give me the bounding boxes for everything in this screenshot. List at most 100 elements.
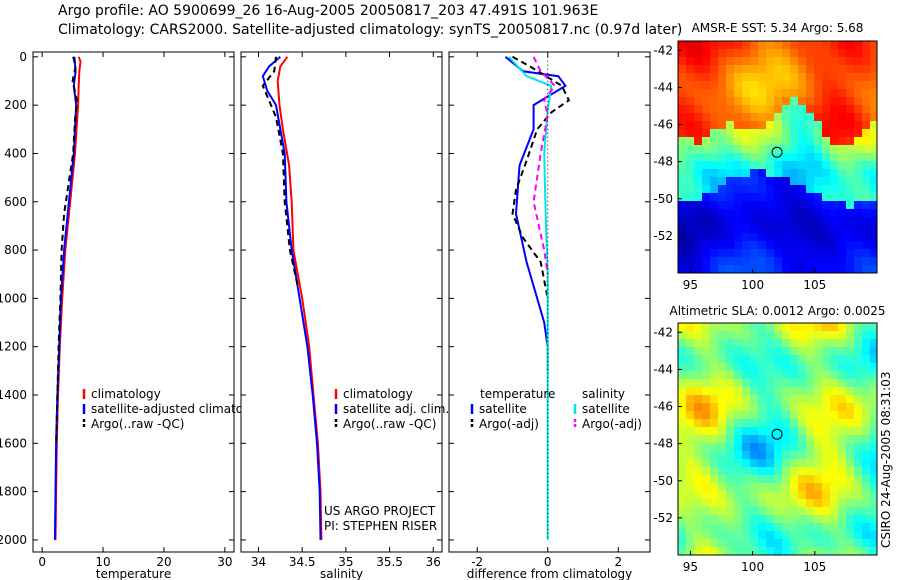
heatmap-cell <box>734 137 742 145</box>
heatmap-cell <box>814 217 822 225</box>
heatmap-cell <box>758 467 766 475</box>
heatmap-cell <box>830 467 838 475</box>
heatmap-cell <box>838 161 846 169</box>
heatmap-cell <box>702 257 710 265</box>
heatmap-cell <box>862 81 870 89</box>
heatmap-cell <box>782 403 790 411</box>
heatmap-cell <box>862 331 870 339</box>
heatmap-cell <box>870 443 877 451</box>
heatmap-cell <box>846 217 854 225</box>
heatmap-cell <box>710 57 718 65</box>
heatmap-cell <box>734 153 742 161</box>
heatmap-cell <box>686 499 694 507</box>
heatmap-cell <box>774 113 782 121</box>
heatmap-cell <box>854 121 862 129</box>
heatmap-cell <box>854 419 862 427</box>
heatmap-cell <box>822 499 830 507</box>
heatmap-cell <box>790 201 798 209</box>
heatmap-cell <box>710 225 718 233</box>
heatmap-cell <box>814 241 822 249</box>
heatmap-cell <box>710 411 718 419</box>
heatmap-cell <box>686 331 694 339</box>
heatmap-cell <box>750 153 758 161</box>
heatmap-cell <box>702 411 710 419</box>
heatmap-cell <box>838 97 846 105</box>
heatmap-cell <box>846 427 854 435</box>
heatmap-cell <box>862 177 870 185</box>
heatmap-cell <box>782 129 790 137</box>
heatmap-cell <box>766 105 774 113</box>
heatmap-cell <box>718 65 726 73</box>
heatmap-cell <box>846 387 854 395</box>
heatmap-cell <box>774 499 782 507</box>
heatmap-cell <box>830 97 838 105</box>
heatmap-cell <box>838 41 846 49</box>
heatmap-cell <box>710 265 718 273</box>
heatmap-cell <box>838 73 846 81</box>
heatmap-cell <box>870 217 877 225</box>
heatmap-cell <box>822 467 830 475</box>
heatmap-cell <box>678 499 686 507</box>
heatmap-cell <box>814 145 822 153</box>
heatmap-cell <box>838 499 846 507</box>
y-tick-label: 800 <box>4 243 27 257</box>
heatmap-cell <box>822 379 830 387</box>
heatmap-cell <box>726 249 734 257</box>
heatmap-cell <box>822 323 830 331</box>
heatmap-cell <box>782 443 790 451</box>
heatmap-cell <box>758 451 766 459</box>
heatmap-cell <box>686 233 694 241</box>
heatmap-cell <box>854 57 862 65</box>
heatmap-cell <box>846 225 854 233</box>
heatmap-cell <box>734 323 742 331</box>
heatmap-cell <box>814 201 822 209</box>
heatmap-cell <box>806 217 814 225</box>
heatmap-cell <box>758 323 766 331</box>
heatmap-cell <box>806 129 814 137</box>
heatmap-cell <box>678 475 686 483</box>
heatmap-cell <box>766 209 774 217</box>
heatmap-cell <box>694 129 702 137</box>
heatmap-cell <box>798 233 806 241</box>
heatmap-cell <box>846 507 854 515</box>
heatmap-cell <box>798 459 806 467</box>
heatmap-cell <box>710 41 718 49</box>
heatmap-cell <box>750 459 758 467</box>
heatmap-cell <box>870 89 877 97</box>
heatmap-cell <box>862 379 870 387</box>
heatmap-cell <box>694 177 702 185</box>
heatmap-cell <box>766 49 774 57</box>
heatmap-cell <box>710 395 718 403</box>
heatmap-cell <box>766 451 774 459</box>
heatmap-cell <box>718 241 726 249</box>
heatmap-cell <box>790 249 798 257</box>
heatmap-cell <box>862 491 870 499</box>
heatmap-cell <box>694 201 702 209</box>
heatmap-cell <box>750 105 758 113</box>
heatmap-cell <box>830 523 838 531</box>
heatmap-cell <box>830 411 838 419</box>
heatmap-cell <box>790 435 798 443</box>
heatmap-cell <box>822 241 830 249</box>
heatmap-cell <box>678 225 686 233</box>
x-tick-label: 35.5 <box>376 555 403 569</box>
heatmap-cell <box>822 363 830 371</box>
heatmap-cell <box>806 113 814 121</box>
map-y-tick-label: -52 <box>653 511 673 525</box>
heatmap-cell <box>766 65 774 73</box>
heatmap-cell <box>734 105 742 113</box>
heatmap-cell <box>830 379 838 387</box>
heatmap-cell <box>702 49 710 57</box>
heatmap-cell <box>702 467 710 475</box>
heatmap-cell <box>862 249 870 257</box>
heatmap-cell <box>726 483 734 491</box>
heatmap-cell <box>702 121 710 129</box>
heatmap-cell <box>774 137 782 145</box>
heatmap-cell <box>742 41 750 49</box>
heatmap-cell <box>726 129 734 137</box>
heatmap-cell <box>822 41 830 49</box>
heatmap-cell <box>758 363 766 371</box>
heatmap-cell <box>718 475 726 483</box>
heatmap-cell <box>766 539 774 547</box>
heatmap-cell <box>774 193 782 201</box>
